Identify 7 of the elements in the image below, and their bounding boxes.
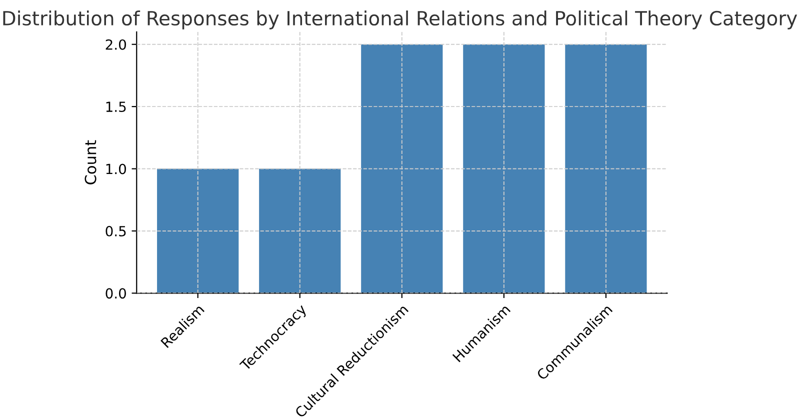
y-tick-label: 0.0 (106, 288, 126, 299)
y-tick-label: 1.5 (106, 102, 126, 112)
y-axis-title: Count (84, 140, 96, 184)
y-tick-label: 0.5 (106, 226, 126, 236)
y-tick-label: 1.0 (106, 164, 126, 174)
chart-title: Distribution of Responses by International Relations and Political Theory Category (3, 10, 798, 30)
y-tick-label: 2.0 (106, 39, 126, 50)
